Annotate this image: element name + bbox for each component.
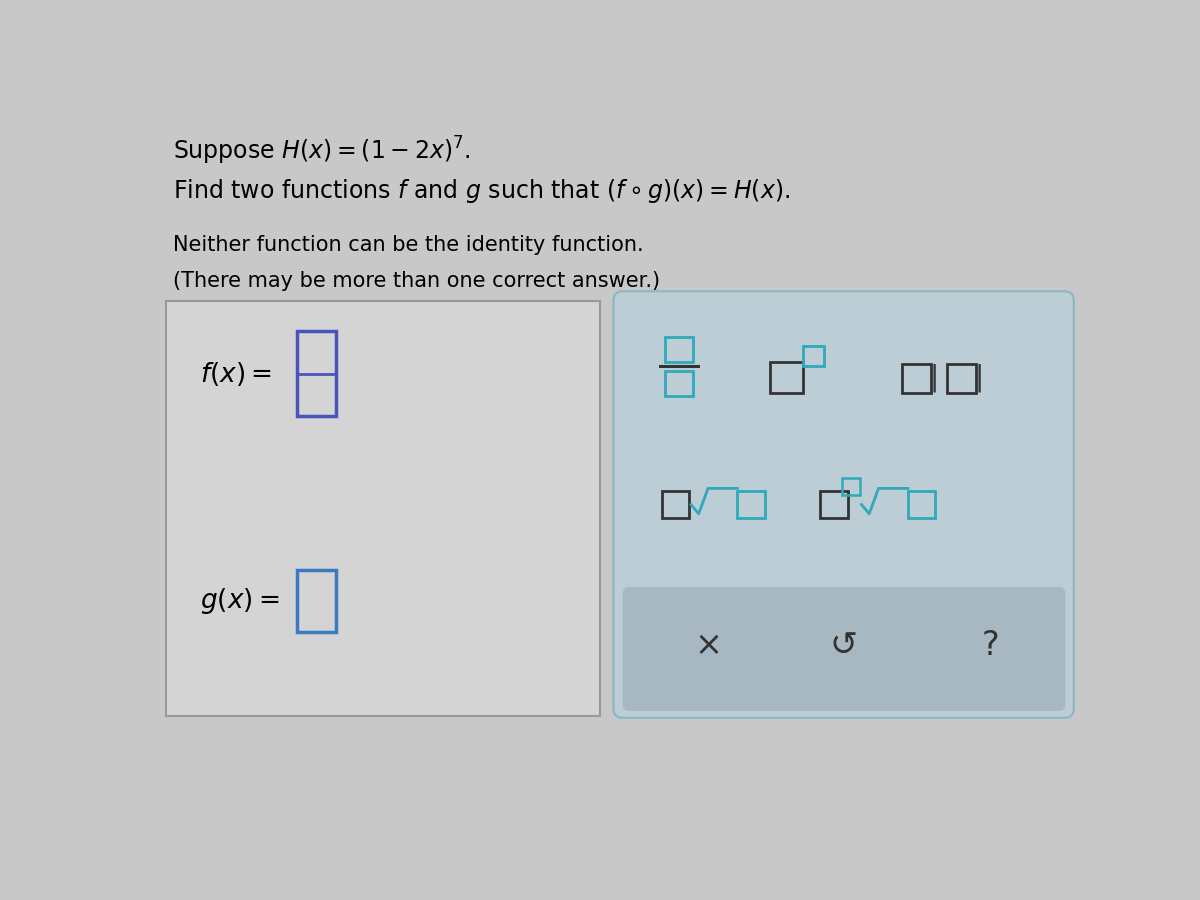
Text: Find two functions $f$ and $g$ such that $(f\circ g)(x) = H(x)$.: Find two functions $f$ and $g$ such that… [173,177,791,205]
FancyBboxPatch shape [298,331,336,416]
Text: ×: × [694,629,722,662]
Text: ?: ? [982,629,1000,662]
Text: |: | [930,364,938,392]
Text: $f(x) =$: $f(x) =$ [200,360,272,388]
Text: ↺: ↺ [829,629,858,662]
Text: $g(x) =$: $g(x) =$ [200,586,280,616]
Text: Suppose $H(x) = (1-2x)^7$.: Suppose $H(x) = (1-2x)^7$. [173,135,472,167]
Text: |: | [974,364,984,392]
Text: Neither function can be the identity function.: Neither function can be the identity fun… [173,235,644,255]
FancyBboxPatch shape [613,292,1074,718]
FancyBboxPatch shape [623,587,1066,711]
FancyBboxPatch shape [166,301,600,716]
FancyBboxPatch shape [298,570,336,632]
Text: (There may be more than one correct answer.): (There may be more than one correct answ… [173,271,660,292]
